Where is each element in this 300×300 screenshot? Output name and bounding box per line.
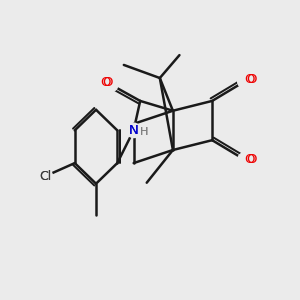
Text: N: N: [129, 124, 139, 137]
Text: O: O: [246, 73, 257, 86]
Text: Cl: Cl: [39, 170, 51, 183]
Circle shape: [126, 123, 141, 138]
Text: O: O: [244, 153, 255, 166]
Circle shape: [103, 77, 118, 92]
Text: O: O: [246, 153, 257, 166]
Text: O: O: [102, 76, 113, 89]
Text: O: O: [100, 76, 111, 89]
Circle shape: [238, 74, 252, 88]
Circle shape: [38, 169, 52, 183]
Text: H: H: [140, 127, 148, 137]
Text: O: O: [244, 73, 255, 86]
Text: H: H: [140, 127, 148, 137]
Text: Cl: Cl: [39, 170, 51, 183]
Text: N: N: [129, 124, 139, 137]
Circle shape: [238, 153, 252, 167]
